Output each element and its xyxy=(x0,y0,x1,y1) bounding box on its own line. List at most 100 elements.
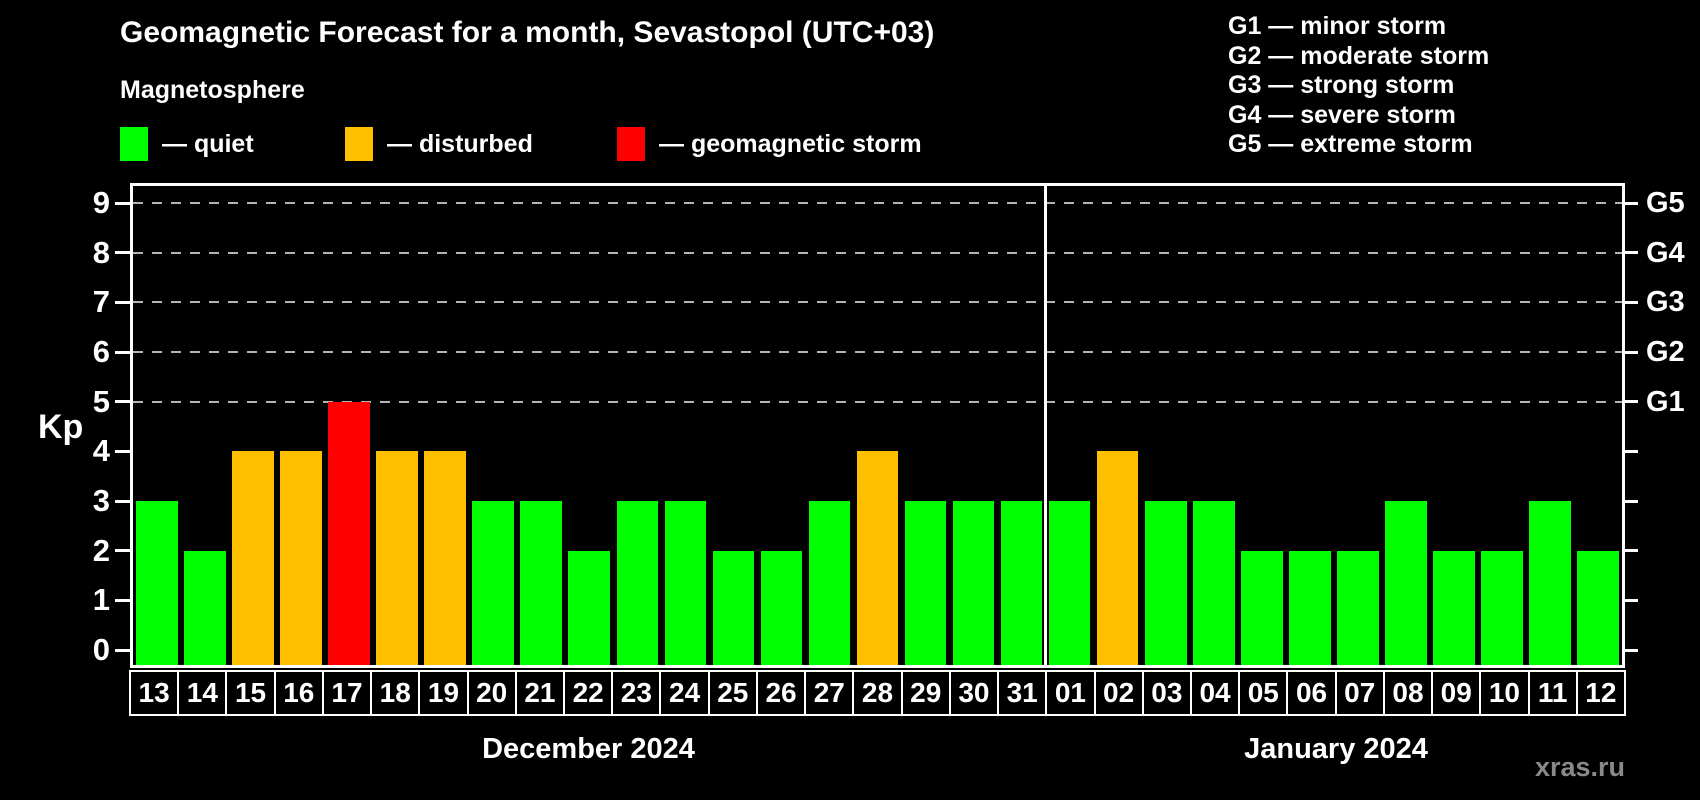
day-label-01: 01 xyxy=(1045,670,1096,716)
day-label-29: 29 xyxy=(900,670,951,716)
bar-day-22 xyxy=(568,550,611,665)
bar-day-21 xyxy=(520,501,563,665)
bar-day-24 xyxy=(664,501,707,665)
storm-scale-g1: G1 — minor storm xyxy=(1228,12,1447,40)
bar-day-03 xyxy=(1144,501,1187,665)
bar-day-19 xyxy=(424,451,467,665)
day-label-03: 03 xyxy=(1141,670,1192,716)
day-label-12: 12 xyxy=(1575,670,1626,716)
disturbed-color-swatch xyxy=(345,127,373,161)
y-tick-label-8: 8 xyxy=(92,234,110,270)
y-tick-right-7 xyxy=(1625,300,1638,304)
y-tick-right-9 xyxy=(1625,201,1638,205)
legend-label-storm: — geomagnetic storm xyxy=(659,129,922,158)
gridline-kp8 xyxy=(133,251,1622,254)
legend-item-storm: — geomagnetic storm xyxy=(617,124,922,164)
month-label-december: December 2024 xyxy=(482,733,695,765)
y-tick-left-5 xyxy=(115,400,130,404)
day-label-13: 13 xyxy=(129,670,180,716)
bar-day-04 xyxy=(1192,501,1235,665)
day-label-11: 11 xyxy=(1527,670,1578,716)
quiet-color-swatch xyxy=(120,127,148,161)
y-tick-label-0: 0 xyxy=(92,632,110,667)
storm-color-swatch xyxy=(617,127,645,161)
day-label-16: 16 xyxy=(273,670,324,716)
day-label-18: 18 xyxy=(370,670,421,716)
day-label-26: 26 xyxy=(755,670,807,716)
day-label-28: 28 xyxy=(852,670,903,716)
y-tick-right-2 xyxy=(1625,549,1638,553)
day-label-27: 27 xyxy=(804,670,855,716)
y-tick-label-7: 7 xyxy=(92,284,110,320)
storm-scale-g5: G5 — extreme storm xyxy=(1228,130,1473,158)
day-label-15: 15 xyxy=(225,670,276,716)
day-label-09: 09 xyxy=(1431,670,1482,716)
day-label-30: 30 xyxy=(948,670,1000,716)
day-label-14: 14 xyxy=(177,670,228,716)
storm-scale-g3: G3 — strong storm xyxy=(1228,71,1455,99)
y-tick-right-6 xyxy=(1625,350,1638,354)
gridline-kp7 xyxy=(133,301,1622,304)
day-label-25: 25 xyxy=(707,670,758,716)
bar-day-09 xyxy=(1433,550,1475,665)
bar-day-28 xyxy=(856,451,899,665)
y-tick-right-5 xyxy=(1625,400,1638,404)
legend-item-disturbed: — disturbed xyxy=(345,124,533,164)
bar-day-27 xyxy=(808,501,851,665)
storm-scale-g2: G2 — moderate storm xyxy=(1228,41,1490,70)
y-tick-label-4: 4 xyxy=(92,433,110,469)
day-label-17: 17 xyxy=(321,670,373,716)
day-label-07: 07 xyxy=(1334,670,1385,716)
y-tick-label-3: 3 xyxy=(92,483,110,518)
gridline-kp5 xyxy=(133,400,1622,403)
day-label-21: 21 xyxy=(514,670,566,716)
legend-item-quiet: — quiet xyxy=(120,124,254,164)
day-label-19: 19 xyxy=(418,670,469,716)
bar-day-08 xyxy=(1385,501,1427,665)
bar-day-16 xyxy=(280,451,322,665)
y-tick-left-8 xyxy=(115,251,130,255)
plot-area xyxy=(130,183,1625,668)
y-tick-left-7 xyxy=(115,300,130,304)
gridline-kp6 xyxy=(133,351,1622,353)
y-tick-right-8 xyxy=(1625,251,1638,255)
bar-day-06 xyxy=(1288,550,1331,665)
day-label-08: 08 xyxy=(1382,670,1434,716)
month-separator xyxy=(1044,186,1048,665)
y-tick-label-1: 1 xyxy=(92,582,110,618)
bar-day-30 xyxy=(952,501,995,665)
day-label-10: 10 xyxy=(1479,670,1530,716)
y-tick-label-2: 2 xyxy=(92,532,110,568)
day-label-23: 23 xyxy=(611,670,662,716)
y-tick-left-3 xyxy=(115,499,130,503)
right-axis-label-g1: G1 xyxy=(1646,385,1685,418)
chart-title: Geomagnetic Forecast for a month, Sevast… xyxy=(120,16,935,49)
y-tick-label-5: 5 xyxy=(92,383,110,419)
bar-day-11 xyxy=(1529,501,1571,665)
y-tick-left-6 xyxy=(115,350,130,354)
bar-day-31 xyxy=(1000,501,1043,665)
bar-day-29 xyxy=(904,501,947,665)
bar-day-05 xyxy=(1240,550,1283,665)
y-tick-right-1 xyxy=(1625,598,1638,602)
legend-label-quiet: — quiet xyxy=(162,129,254,158)
bar-day-14 xyxy=(184,550,226,665)
y-tick-right-4 xyxy=(1625,449,1638,453)
y-tick-right-0 xyxy=(1625,648,1638,652)
gridline-kp9 xyxy=(133,202,1622,204)
bar-day-13 xyxy=(136,501,178,665)
y-axis-title: Kp xyxy=(38,408,84,446)
right-axis-label-g5: G5 xyxy=(1646,187,1685,219)
bar-day-18 xyxy=(376,451,418,665)
watermark: xras.ru xyxy=(1534,752,1625,782)
day-label-20: 20 xyxy=(466,670,517,716)
bar-day-01 xyxy=(1048,501,1091,665)
right-axis-label-g3: G3 xyxy=(1646,286,1685,319)
day-label-22: 22 xyxy=(563,670,614,716)
y-tick-left-1 xyxy=(115,598,130,602)
day-label-05: 05 xyxy=(1238,670,1289,716)
bar-day-02 xyxy=(1096,451,1139,665)
day-label-02: 02 xyxy=(1093,670,1144,716)
month-label-january: January 2024 xyxy=(1244,733,1428,765)
